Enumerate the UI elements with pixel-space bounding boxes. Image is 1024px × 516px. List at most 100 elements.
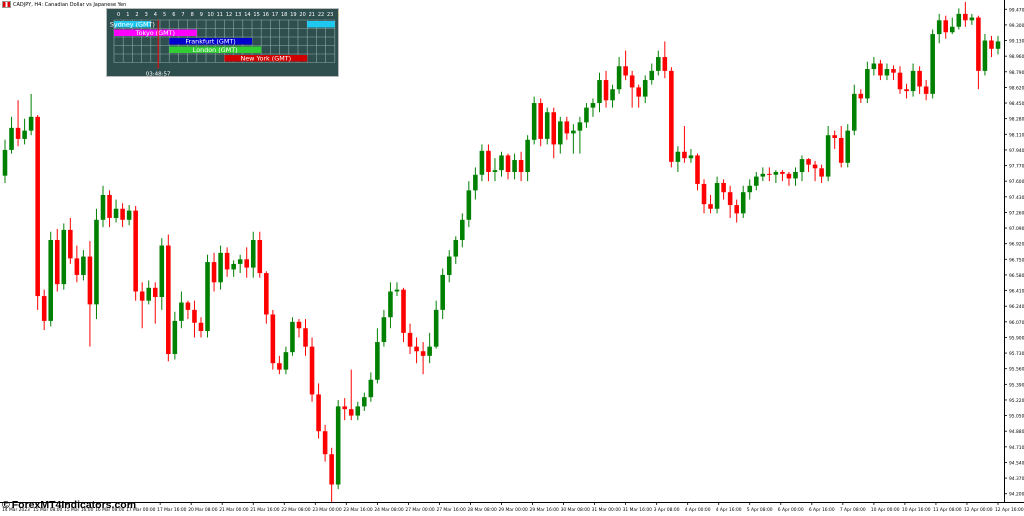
chart-window-title: CADJPY, H4: Canadian Dollar vs Japanese … [2, 1, 126, 8]
candle-body [930, 34, 935, 94]
session-hour-label: 1 [126, 12, 129, 18]
candle-body [15, 127, 21, 139]
session-hour-label: 0 [117, 12, 120, 18]
time-tick-label: 30 Mar 08:00 [561, 507, 591, 513]
candle-body [610, 89, 615, 101]
candle-body [505, 155, 511, 172]
session-settings-button[interactable]: S [338, 10, 339, 19]
candle-body [773, 171, 779, 175]
candle-body [727, 192, 733, 206]
candle-body [381, 317, 387, 343]
current-time-label: 03:48:57 [146, 72, 171, 78]
candle-body [473, 174, 478, 191]
candle-body [695, 155, 700, 184]
session-bar [169, 46, 262, 53]
price-tick-label: 98.620 [1009, 85, 1024, 91]
candle-body [466, 190, 472, 220]
candle-body [525, 139, 530, 172]
session-name-label: Tokyo (GMT) [135, 29, 175, 37]
candle-body [231, 263, 236, 270]
candle-body [995, 41, 1001, 49]
time-tick-label: 7 Apr 08:00 [840, 507, 866, 513]
price-tick-label: 97.090 [1009, 226, 1024, 232]
trading-sessions-panel[interactable]: 01234567891011121314151617181920212223SS… [106, 8, 339, 77]
candle-body [963, 13, 968, 21]
price-tick-label: 95.050 [1009, 414, 1024, 420]
price-tick-label: 97.600 [1009, 179, 1024, 185]
price-tick-label: 94.710 [1009, 445, 1024, 451]
candle-body [348, 409, 354, 416]
candle-body [492, 170, 498, 172]
candle-body [675, 151, 681, 162]
candle-body [623, 66, 628, 76]
session-hour-label: 6 [172, 12, 175, 18]
candle-body [923, 86, 929, 94]
candle-body [427, 346, 432, 356]
session-name-label: New York (GMT) [240, 55, 291, 63]
candle-body [812, 164, 818, 169]
time-tick-label: 10 Apr 00:00 [871, 507, 900, 513]
session-hour-label: 8 [191, 12, 194, 18]
candle-body [198, 322, 204, 332]
time-tick-label: 22 Mar 08:00 [281, 507, 311, 513]
candle-body [87, 256, 93, 305]
candle-body [22, 130, 27, 139]
price-tick-label: 94.200 [1009, 492, 1024, 498]
candle-body [740, 192, 746, 214]
brand-watermark: © ForexMT4Indicators.com [2, 499, 136, 511]
session-hour-label: 2 [135, 12, 138, 18]
candle-body [747, 185, 753, 193]
candle-body [224, 252, 230, 270]
candle-body [420, 351, 426, 356]
candle-body [2, 149, 8, 176]
time-tick-label: 16 Mar 08:00 [95, 507, 125, 513]
price-tick-label: 96.920 [1009, 242, 1024, 248]
session-hour-label: 14 [244, 12, 250, 18]
price-tick-label: 98.960 [1009, 54, 1024, 60]
candle-body [708, 204, 713, 209]
session-hour-label: 3 [145, 12, 148, 18]
time-tick-label: 11 Apr 08:00 [933, 507, 962, 513]
price-tick-label: 97.940 [1009, 148, 1024, 154]
time-tick-label: 31 Mar 00:00 [592, 507, 622, 513]
candle-body [793, 171, 798, 179]
session-bar [114, 29, 197, 36]
price-tick-label: 95.560 [1009, 367, 1024, 373]
sessions-svg: 01234567891011121314151617181920212223SS… [110, 10, 339, 78]
time-tick-label: 24 Mar 08:00 [374, 507, 404, 513]
candle-body [629, 75, 635, 88]
candle-body [649, 70, 655, 81]
candle-body [9, 127, 14, 150]
candle-body [54, 240, 60, 285]
session-bar [224, 55, 308, 62]
session-hour-label: 18 [281, 12, 287, 18]
candle-body [166, 245, 171, 354]
candle-body [701, 183, 707, 205]
candle-body [316, 394, 321, 432]
candle-body [838, 137, 844, 163]
candle-body [662, 57, 668, 71]
candle-body [264, 273, 269, 315]
session-hour-label: 23 [327, 12, 333, 18]
time-tick-label: 4 Apr 16:00 [716, 507, 742, 513]
time-tick-label: 27 Mar 00:00 [405, 507, 435, 513]
time-tick-label: 17 Mar 00:00 [126, 507, 156, 513]
time-tick-label: 5 Apr 08:00 [747, 507, 773, 513]
candle-body [257, 240, 263, 274]
candle-body [564, 121, 570, 134]
candle-body [669, 70, 674, 162]
session-name-label: London (GMT) [193, 46, 238, 54]
candle-body [401, 289, 406, 333]
session-hour-label: 20 [299, 12, 305, 18]
session-hour-label: 21 [309, 12, 315, 18]
candle-body [290, 321, 295, 353]
session-name-label: Frankfurt (GMT) [185, 38, 235, 46]
price-tick-label: 96.070 [1009, 320, 1024, 326]
session-hour-label: 12 [226, 12, 232, 18]
candle-body [113, 208, 119, 218]
candle-body [270, 314, 276, 364]
time-tick-label: 27 Mar 16:00 [436, 507, 466, 513]
time-tick-label: 23 Mar 16:00 [343, 507, 373, 513]
price-tick-label: 97.770 [1009, 164, 1024, 170]
